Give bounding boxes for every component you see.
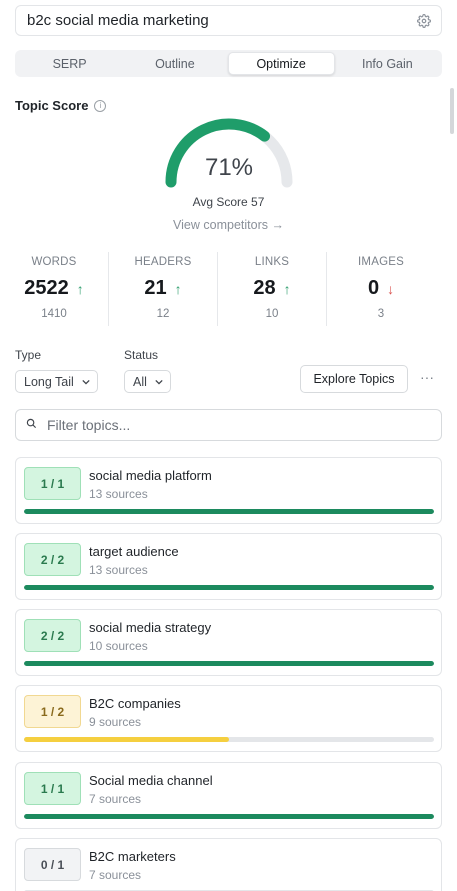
stat-words: WORDS 2522 ↑ 1410: [0, 252, 108, 326]
avg-score: Avg Score 57: [192, 195, 265, 209]
tab-optimize[interactable]: Optimize: [227, 52, 335, 75]
topic-card[interactable]: 1 / 2 B2C companies 9 sources: [15, 685, 442, 752]
topic-progress-bar: [24, 509, 434, 514]
topic-progress-fill: [24, 814, 434, 819]
gauge-fill: [165, 118, 271, 188]
type-filter-value: Long Tail: [24, 374, 74, 389]
topic-name: social media strategy: [89, 620, 212, 635]
tab-bar: SERP Outline Optimize Info Gain: [15, 50, 442, 77]
stat-target: 1410: [41, 308, 67, 320]
topic-sources: 9 sources: [89, 715, 142, 729]
stat-label: IMAGES: [358, 256, 404, 268]
topic-name: B2C companies: [89, 696, 181, 711]
topic-card[interactable]: 1 / 1 Social media channel 7 sources: [15, 762, 442, 829]
view-competitors-link[interactable]: View competitors →: [173, 218, 284, 232]
more-options-icon[interactable]: ···: [420, 369, 434, 385]
arrow-up-icon: ↑: [283, 280, 291, 297]
topic-progress-fill: [24, 585, 434, 590]
topic-score-heading: Topic Score i: [15, 98, 107, 113]
stat-value: 0: [367, 277, 380, 299]
stat-links: LINKS 28 ↑ 10: [217, 252, 326, 326]
stat-value: 28: [253, 277, 276, 299]
stat-target: 3: [377, 308, 385, 320]
topic-name: target audience: [89, 544, 179, 559]
topic-progress-fill: [24, 509, 434, 514]
topic-progress-fill: [24, 737, 229, 742]
tab-serp[interactable]: SERP: [52, 56, 87, 71]
stat-label: HEADERS: [134, 256, 192, 268]
topic-card[interactable]: 1 / 1 social media platform 13 sources: [15, 457, 442, 524]
stat-label: LINKS: [254, 256, 290, 268]
topic-sources: 13 sources: [89, 487, 148, 501]
chevron-down-icon: [82, 378, 90, 386]
topic-name: Social media channel: [89, 773, 213, 788]
stat-value: 21: [144, 277, 167, 299]
stat-value-row: 0 ↓: [327, 277, 435, 300]
gear-icon[interactable]: [417, 13, 431, 28]
scrollbar-thumb[interactable]: [450, 88, 454, 134]
status-filter-value: All: [133, 374, 147, 389]
topic-score-badge: 0 / 1: [24, 848, 81, 881]
topic-card[interactable]: 2 / 2 social media strategy 10 sources: [15, 609, 442, 676]
topic-sources: 7 sources: [89, 792, 142, 806]
info-icon[interactable]: i: [94, 99, 107, 112]
topic-score-title: Topic Score: [15, 98, 89, 113]
type-filter-dropdown[interactable]: Long Tail: [15, 370, 98, 393]
stat-value: 2522: [24, 277, 69, 299]
topic-sources: 13 sources: [89, 563, 148, 577]
tab-outline[interactable]: Outline: [155, 56, 195, 71]
stat-images: IMAGES 0 ↓ 3: [326, 252, 435, 326]
topic-score-value: 71%: [204, 154, 254, 181]
stat-headers: HEADERS 21 ↑ 12: [108, 252, 217, 326]
filter-topics-input[interactable]: [47, 417, 441, 433]
topic-progress-fill: [24, 661, 434, 666]
keyword-bar[interactable]: b2c social media marketing: [15, 5, 442, 36]
stat-value-row: 2522 ↑: [0, 277, 108, 300]
topic-score-gauge: [165, 118, 293, 188]
topic-name: social media platform: [89, 468, 212, 483]
stat-value-row: 28 ↑: [218, 277, 326, 300]
topic-card[interactable]: 0 / 1 B2C marketers 7 sources: [15, 838, 442, 891]
arrow-down-icon: ↓: [387, 280, 395, 297]
stat-value-row: 21 ↑: [109, 277, 217, 300]
topic-name: B2C marketers: [89, 849, 176, 864]
arrow-up-icon: ↑: [174, 280, 182, 297]
topic-score-badge: 1 / 1: [24, 467, 81, 500]
filter-topics-field[interactable]: [15, 409, 442, 441]
topic-progress-bar: [24, 814, 434, 819]
topic-score-badge: 2 / 2: [24, 619, 81, 652]
topic-score-badge: 1 / 2: [24, 695, 81, 728]
content-stats: WORDS 2522 ↑ 1410 HEADERS 21 ↑ 12 LINKS 28…: [0, 252, 435, 326]
topic-progress-bar: [24, 737, 434, 742]
type-filter-label: Type: [15, 348, 42, 362]
chevron-down-icon: [155, 378, 163, 386]
tab-info-gain[interactable]: Info Gain: [362, 56, 413, 71]
topic-sources: 7 sources: [89, 868, 142, 882]
topic-progress-bar: [24, 585, 434, 590]
stat-target: 10: [265, 308, 279, 320]
explore-topics-button[interactable]: Explore Topics: [300, 365, 408, 393]
stat-label: WORDS: [31, 256, 77, 268]
topic-score-badge: 1 / 1: [24, 772, 81, 805]
topic-card[interactable]: 2 / 2 target audience 13 sources: [15, 533, 442, 600]
search-icon: [26, 416, 37, 434]
status-filter-label: Status: [124, 348, 159, 362]
arrow-up-icon: ↑: [76, 280, 84, 297]
stat-target: 12: [156, 308, 170, 320]
topic-progress-bar: [24, 661, 434, 666]
topic-score-badge: 2 / 2: [24, 543, 81, 576]
topic-sources: 10 sources: [89, 639, 148, 653]
keyword-text[interactable]: b2c social media marketing: [27, 12, 209, 29]
status-filter-dropdown[interactable]: All: [124, 370, 171, 393]
